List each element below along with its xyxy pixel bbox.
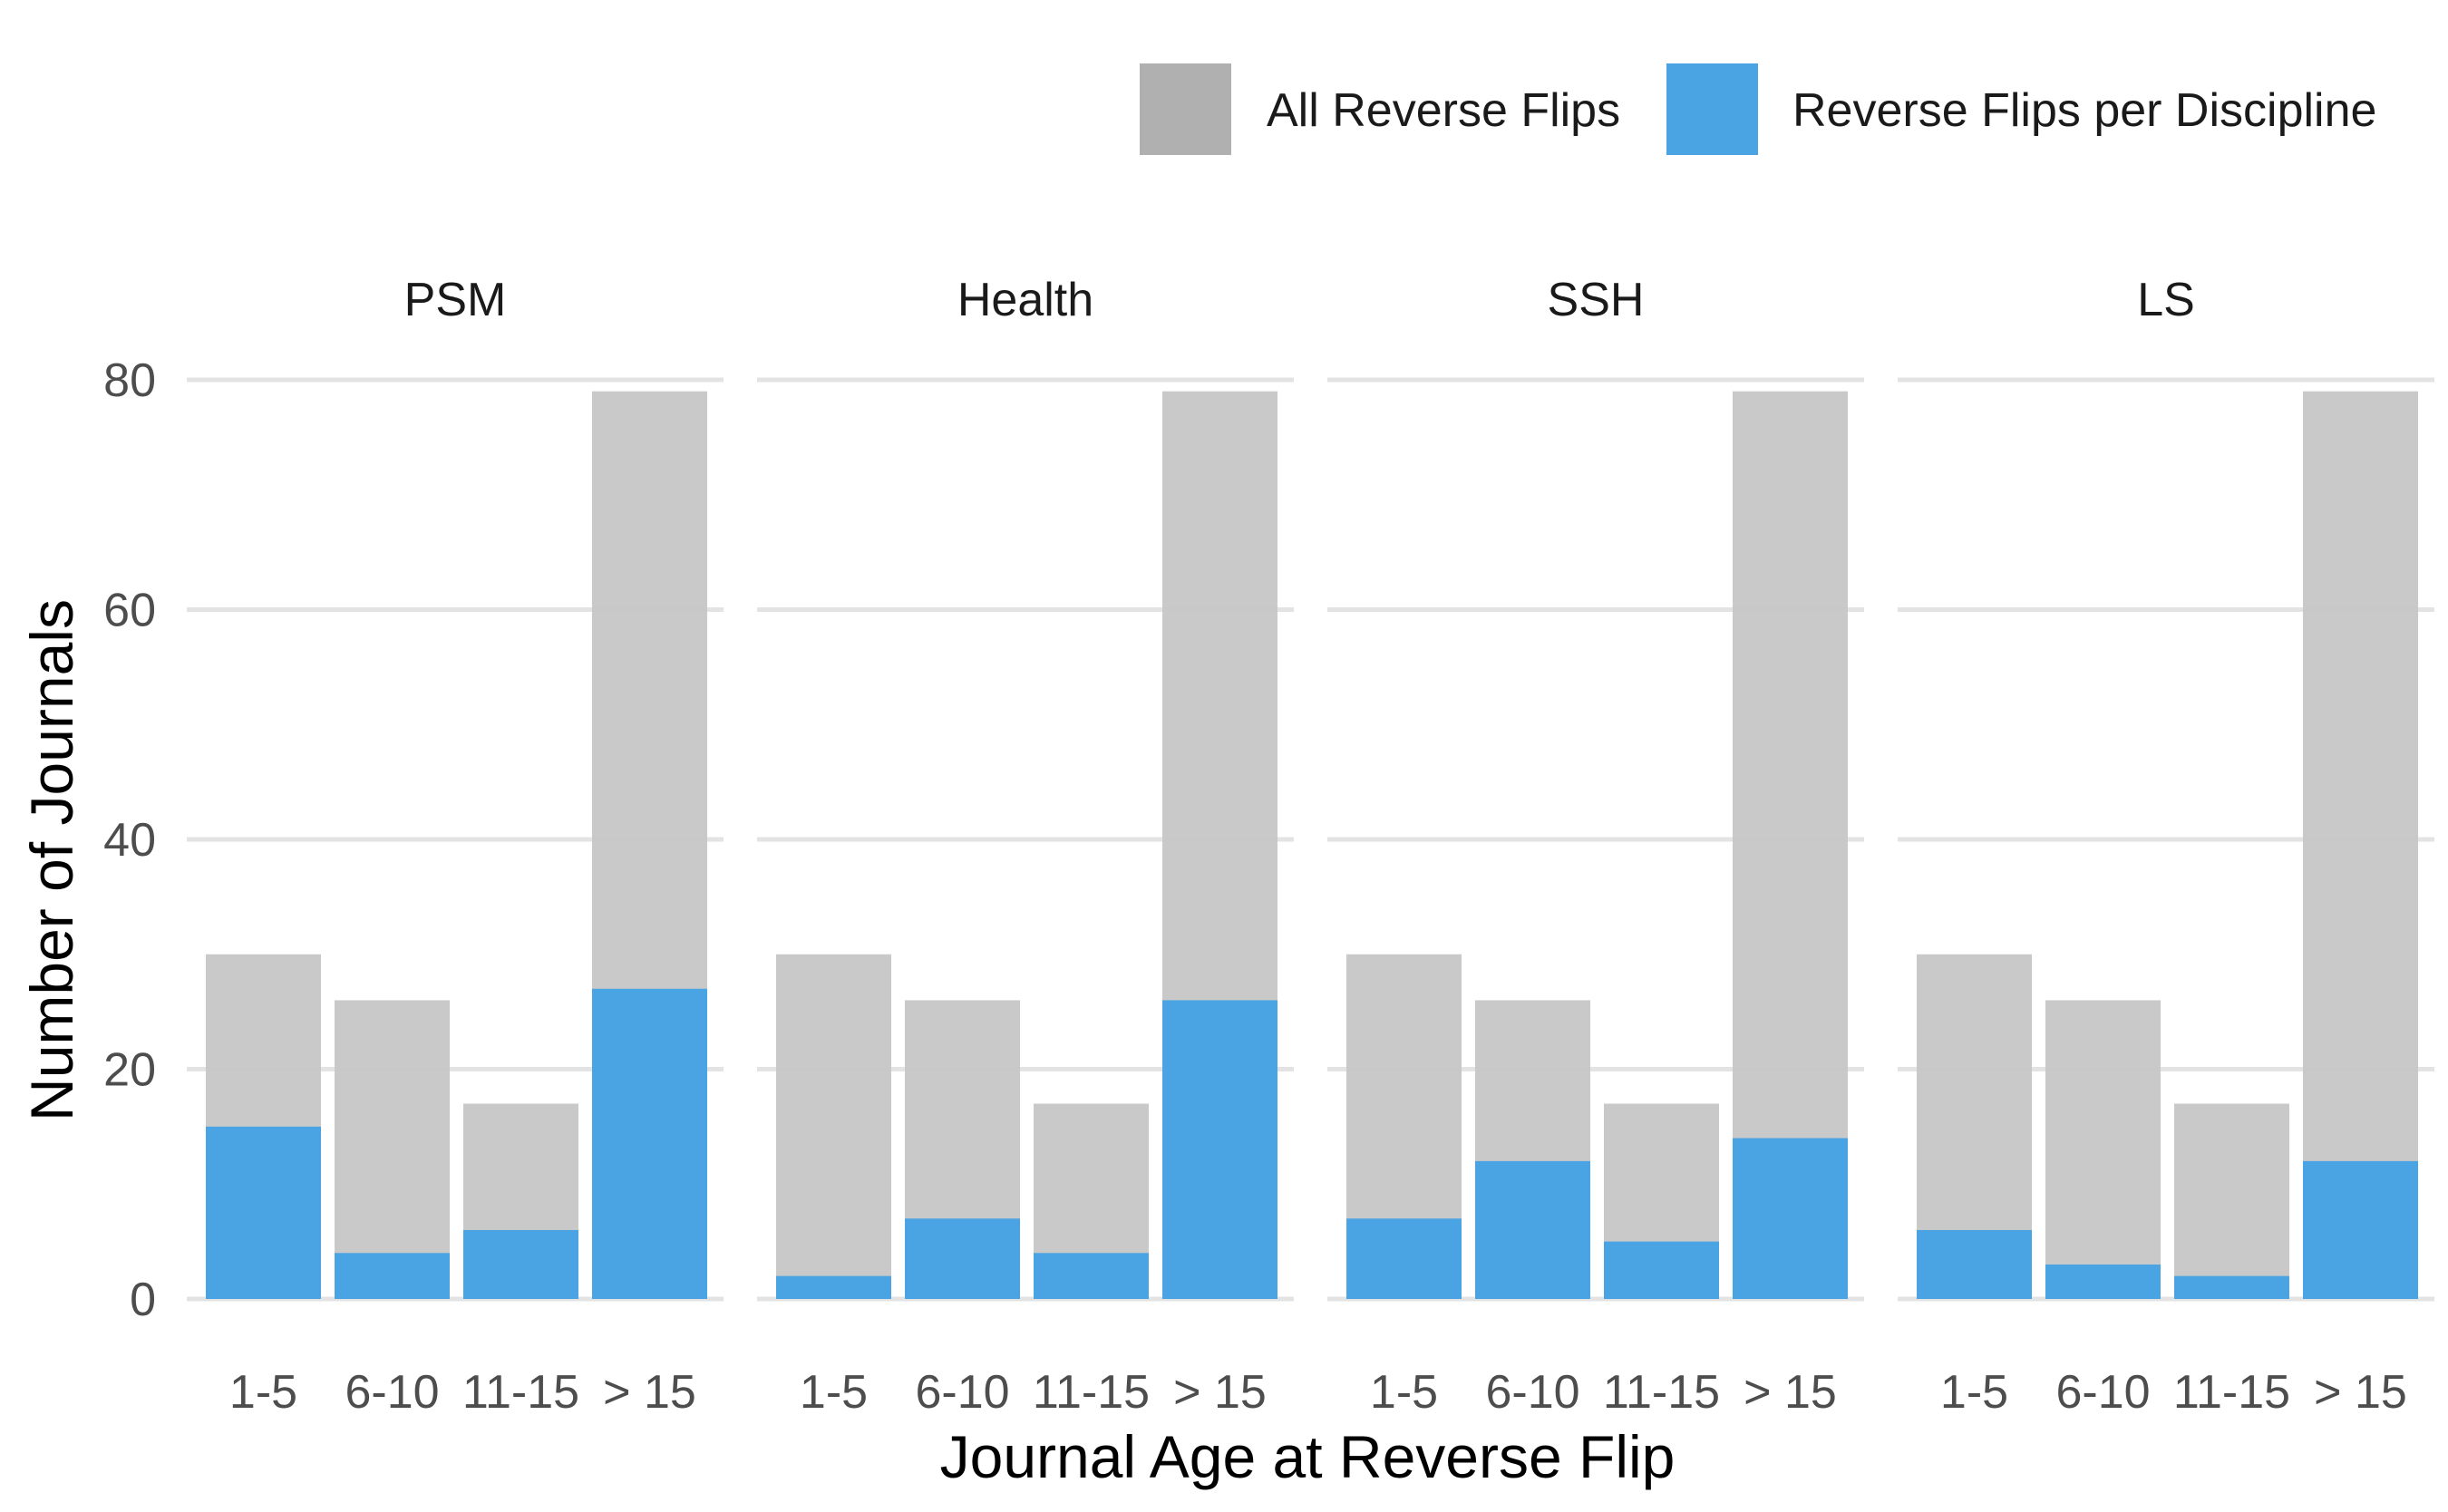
bar-all-psm-6-10 bbox=[335, 1000, 450, 1299]
bar-discipline-ls-1-5 bbox=[1917, 1229, 2032, 1299]
legend-swatch-all bbox=[1140, 63, 1231, 155]
x-axis-title: Journal Age at Reverse Flip bbox=[940, 1423, 1676, 1490]
x-tick-label-ssh-15: > 15 bbox=[1744, 1366, 1837, 1419]
bar-discipline-health-1-5 bbox=[776, 1275, 891, 1299]
y-tick-label-60: 60 bbox=[103, 585, 156, 637]
y-axis-title: Number of Journals bbox=[18, 599, 85, 1121]
y-tick-label-40: 40 bbox=[103, 814, 156, 867]
bar-discipline-ls-11-15 bbox=[2174, 1275, 2289, 1299]
y-tick-label-0: 0 bbox=[130, 1274, 156, 1326]
x-tick-label-ssh-11-15: 11-15 bbox=[1603, 1366, 1720, 1419]
bar-all-ls-6-10 bbox=[2045, 1000, 2161, 1299]
bar-discipline-ls-15 bbox=[2303, 1160, 2418, 1299]
x-tick-label-ls-11-15: 11-15 bbox=[2173, 1366, 2290, 1419]
bar-discipline-psm-1-5 bbox=[206, 1126, 321, 1299]
x-tick-label-health-6-10: 6-10 bbox=[915, 1366, 1009, 1419]
x-tick-label-health-15: > 15 bbox=[1173, 1366, 1267, 1419]
x-tick-label-ssh-6-10: 6-10 bbox=[1485, 1366, 1579, 1419]
x-tick-label-psm-1-5: 1-5 bbox=[229, 1366, 297, 1419]
panel-title-ssh: SSH bbox=[1548, 274, 1645, 326]
x-tick-label-ls-6-10: 6-10 bbox=[2055, 1366, 2150, 1419]
x-tick-label-psm-15: > 15 bbox=[603, 1366, 696, 1419]
bar-discipline-ssh-6-10 bbox=[1475, 1160, 1590, 1299]
legend-swatch-discipline bbox=[1666, 63, 1758, 155]
labels: 0 20 40 60 80 PSM 1-5 6-10 11-15 > 15 Health 1-5 6-1… bbox=[103, 274, 2407, 1419]
y-tick-label-80: 80 bbox=[103, 354, 156, 407]
y-tick-label-20: 20 bbox=[103, 1044, 156, 1097]
bar-discipline-health-11-15 bbox=[1034, 1253, 1149, 1299]
bar-discipline-psm-15 bbox=[592, 988, 707, 1299]
bar-all-ls-15 bbox=[2303, 391, 2418, 1299]
x-tick-label-ls-1-5: 1-5 bbox=[1940, 1366, 2008, 1419]
bar-discipline-ls-6-10 bbox=[2045, 1264, 2161, 1299]
panel-title-health: Health bbox=[957, 274, 1093, 326]
legend-label-all: All Reverse Flips bbox=[1267, 84, 1620, 137]
x-tick-label-ssh-1-5: 1-5 bbox=[1370, 1366, 1438, 1419]
x-tick-label-psm-11-15: 11-15 bbox=[462, 1366, 579, 1419]
bar-all-health-1-5 bbox=[776, 954, 891, 1299]
panel-title-ls: LS bbox=[2137, 274, 2195, 326]
bar-all-ls-11-15 bbox=[2174, 1103, 2289, 1299]
legend-label-discipline: Reverse Flips per Discipline bbox=[1792, 84, 2376, 137]
x-tick-label-health-11-15: 11-15 bbox=[1033, 1366, 1150, 1419]
x-tick-label-health-1-5: 1-5 bbox=[800, 1366, 868, 1419]
bar-discipline-psm-6-10 bbox=[335, 1253, 450, 1299]
bar-discipline-ssh-15 bbox=[1733, 1138, 1848, 1299]
legend: All Reverse Flips Reverse Flips per Disc… bbox=[1140, 63, 2376, 155]
bar-discipline-psm-11-15 bbox=[463, 1229, 578, 1299]
x-tick-label-psm-6-10: 6-10 bbox=[345, 1366, 439, 1419]
bar-discipline-health-15 bbox=[1162, 1000, 1277, 1299]
panel-title-psm: PSM bbox=[404, 274, 507, 326]
bar-discipline-health-6-10 bbox=[905, 1218, 1020, 1299]
bar-discipline-ssh-11-15 bbox=[1604, 1241, 1719, 1299]
bars bbox=[206, 391, 2418, 1299]
x-tick-label-ls-15: > 15 bbox=[2314, 1366, 2407, 1419]
bar-discipline-ssh-1-5 bbox=[1346, 1218, 1462, 1299]
